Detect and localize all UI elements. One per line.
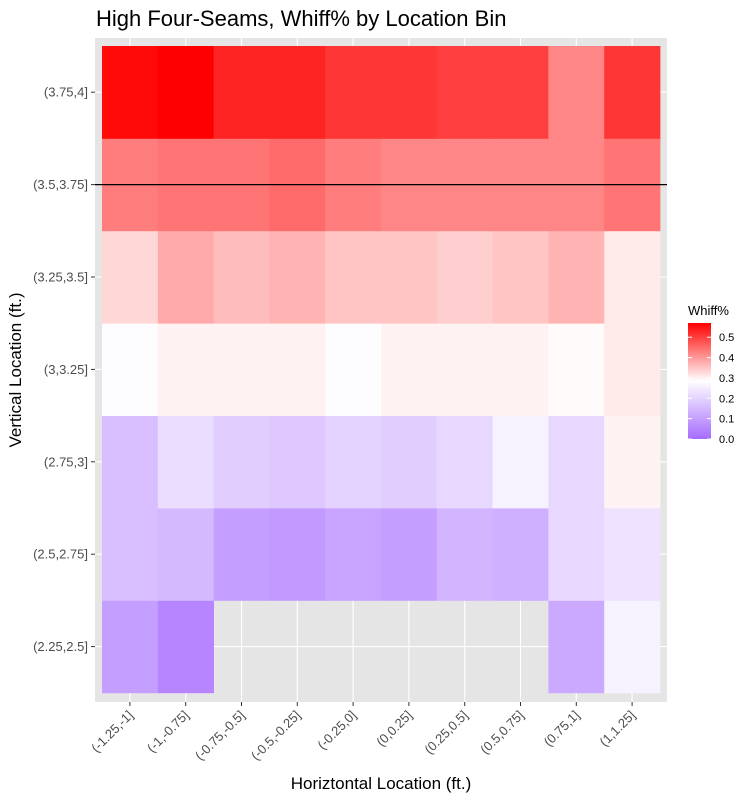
heatmap-cell [102,230,159,324]
heatmap-cell [102,508,159,601]
heatmap-cell [548,600,605,694]
y-tick-label: (2.25,2.5] [33,639,88,654]
legend-tick-label: 0.2 [719,393,734,405]
y-tick-label: (3.75,4] [44,85,88,100]
heatmap-cell [157,415,214,509]
heatmap-cell [102,323,159,416]
heatmap-cell [604,508,661,601]
heatmap-cell [492,230,549,324]
heatmap-cell [604,230,661,324]
legend-tick-label: 0.4 [719,353,734,365]
y-tick-label: (3.5,3.75] [33,177,88,192]
heatmap-cell [436,323,493,416]
x-axis-label: Horiztontal Location (ft.) [291,774,471,793]
x-tick-label: (0,0.25] [373,708,415,750]
heatmap-cell [381,415,438,509]
heatmap-cell [548,46,605,139]
heatmap-cell [548,508,605,601]
legend: Whiff% 0.5 0.4 0.3 0.2 0.1 0.0 [688,303,734,446]
chart-title: High Four-Seams, Whiff% by Location Bin [96,6,506,31]
y-tick-label: (3.25,3.5] [33,270,88,285]
heatmap-cell [436,508,493,601]
y-tick-label: (3,3.25] [44,362,88,377]
heatmap-cell [548,415,605,509]
heatmap-cell [325,508,382,601]
heatmap-cell [213,230,270,324]
heatmap-cell [213,415,270,509]
heatmap-cell [492,46,549,139]
legend-tick-label: 0.1 [719,414,734,426]
legend-tick-label: 0.5 [719,332,734,344]
heatmap-cell [548,230,605,324]
heatmap-cell [604,46,661,139]
y-tick-label: (2.75,3] [44,454,88,469]
heatmap-cell [213,46,270,139]
heatmap-cell [381,508,438,601]
heatmap-cell [157,230,214,324]
heatmap-cell [381,230,438,324]
heatmap-cell [325,230,382,324]
heatmap-cell [436,415,493,509]
heatmap-cell [157,508,214,601]
heatmap-cell [604,600,661,694]
heatmap-cell [213,508,270,601]
heatmap-cell [213,323,270,416]
heatmap-cell [269,230,326,324]
y-axis: (2.25,2.5] (2.5,2.75] (2.75,3] (3,3.25] (3.2… [33,85,95,654]
x-tick-label: (-0.75,-0.5] [192,708,248,764]
heatmap-cell [604,323,661,416]
heatmap-cell [325,46,382,139]
x-axis: (-1.25,-1] (-1,-0.75] (-0.75,-0.5] (-0.5,-0… [88,702,638,763]
legend-tick-label: 0.3 [719,373,734,385]
heatmap-cell [269,323,326,416]
legend-ticks: 0.5 0.4 0.3 0.2 0.1 0.0 [688,332,734,446]
x-tick-label: (-0.5,-0.25] [248,708,304,764]
heatmap-cell [102,415,159,509]
y-axis-label: Vertical Location (ft.) [6,293,25,448]
heatmap-cell [381,46,438,139]
legend-title: Whiff% [688,303,729,318]
heatmap-cell [492,508,549,601]
x-tick-label: (1,1.25] [596,708,638,750]
heatmap-cell [436,230,493,324]
heatmap-cell [492,323,549,416]
heatmap-cell [492,415,549,509]
heatmap-cell [157,600,214,694]
heatmap-cell [269,508,326,601]
heatmap-cell [102,600,159,694]
heatmap-cell [269,415,326,509]
heatmap-cell [381,323,438,416]
x-tick-label: (-1,-0.75] [144,708,192,756]
x-tick-label: (0.5,0.75] [477,708,526,757]
heatmap-cell [604,415,661,509]
x-tick-label: (-0.25,0] [314,708,359,753]
heatmap-cell [548,323,605,416]
heatmap-cell [157,46,214,139]
heatmap-cell [102,46,159,139]
heatmap-cell [269,46,326,139]
heatmap-cell [325,323,382,416]
heatmap-cell [325,415,382,509]
heatmap-cell [157,323,214,416]
x-tick-label: (0.25,0.5] [421,708,470,757]
legend-tick-label: 0.0 [719,434,734,446]
x-tick-label: (0.75,1] [541,708,583,750]
heatmap-cell [436,46,493,139]
y-tick-label: (2.5,2.75] [33,547,88,562]
x-tick-label: (-1.25,-1] [88,708,136,756]
legend-colorbar [688,323,711,439]
heatmap-cells [102,46,661,694]
